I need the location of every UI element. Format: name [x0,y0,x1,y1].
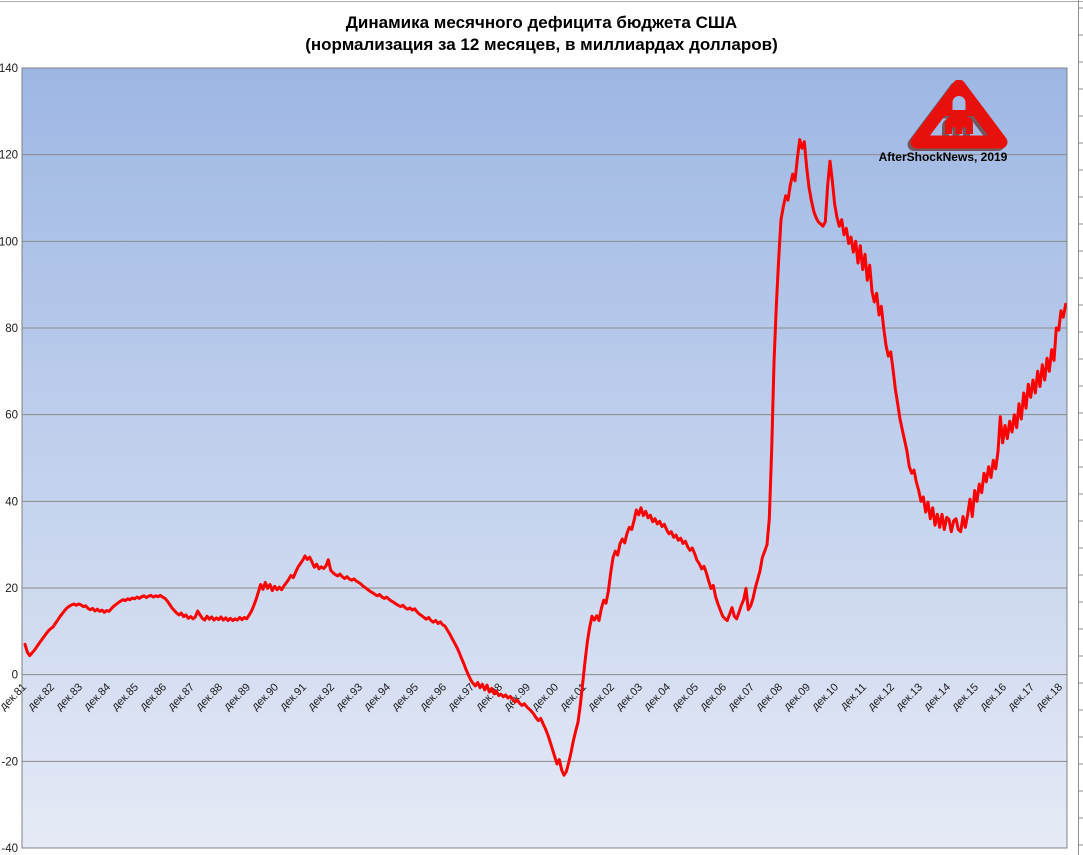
y-axis-label: 100 [0,236,18,248]
plot-area [22,68,1067,848]
plot-border [21,67,1068,849]
y-axis-label: -20 [1,756,18,768]
y-axis-label: 60 [5,410,18,422]
watermark-credit: AfterShockNews, 2019 [878,150,1008,164]
y-axis-label: 0 [12,670,18,682]
chart-title: Динамика месячного дефицита бюджета США … [0,12,1083,56]
y-axis-label: 20 [5,583,18,595]
deficit-series-line [23,138,1068,777]
chart-title-line2: (нормализация за 12 месяцев, в миллиарда… [305,35,778,54]
y-axis-label: 80 [5,323,18,335]
y-axis-label: 140 [0,63,18,75]
aftershock-logo-icon [903,79,1015,152]
chart-title-line1: Динамика месячного дефицита бюджета США [345,13,738,32]
cropped-adjacent-axis [1078,0,1083,855]
y-axis-label: 120 [0,150,18,162]
top-edge-line [0,1,1083,2]
y-axis-label: -40 [1,843,18,855]
y-axis-label: 40 [5,496,18,508]
